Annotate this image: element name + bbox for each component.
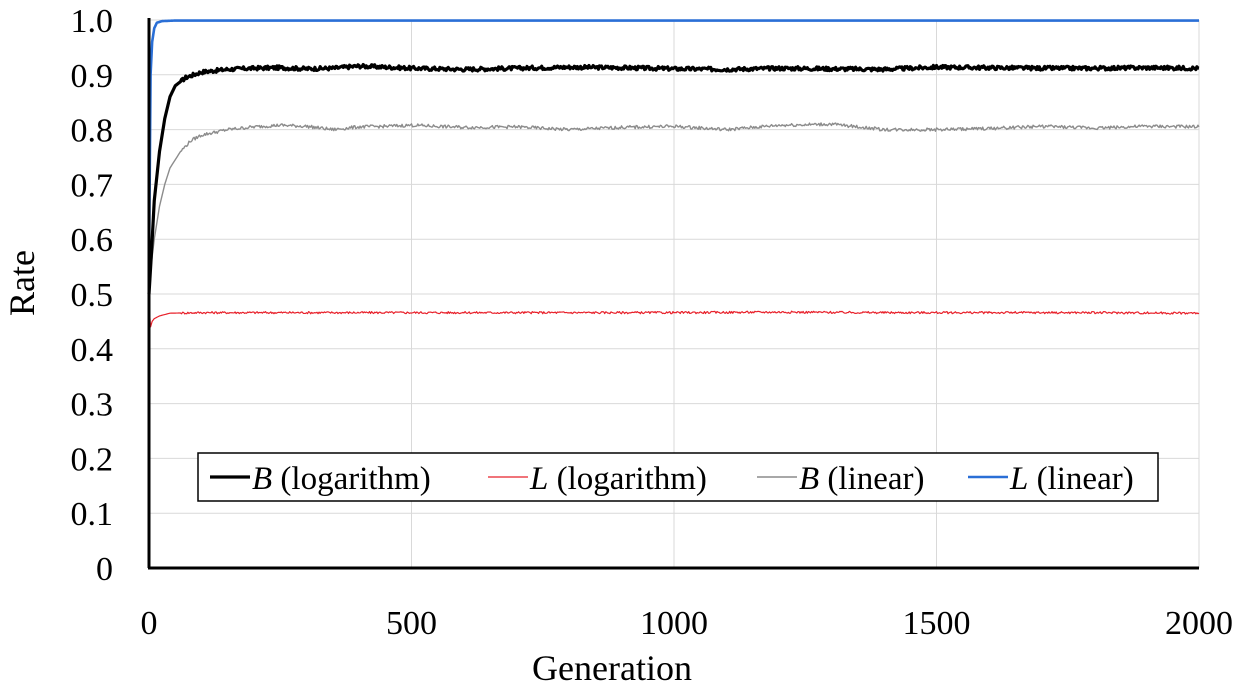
grid-lines <box>149 19 1200 568</box>
x-tick-label: 0 <box>141 605 158 642</box>
y-axis-title: Rate <box>2 250 42 316</box>
y-tick-label: 0.3 <box>71 387 114 424</box>
axes <box>147 18 1199 570</box>
y-tick-label: 0.8 <box>71 113 114 150</box>
legend: B (logarithm) L (logarithm) B (linear) L (l… <box>197 452 1159 502</box>
series-layer <box>147 19 1200 328</box>
legend-label: L (linear) <box>1009 461 1134 497</box>
x-tick-label: 500 <box>386 605 437 642</box>
y-tick-labels: 0 0.1 0.2 0.3 0.4 0.5 0.6 0.7 0.8 0.9 1.0 <box>71 3 114 588</box>
y-tick-label: 0.1 <box>71 496 114 533</box>
legend-label: B (linear) <box>799 461 925 497</box>
x-axis-title: Generation <box>532 648 692 688</box>
y-tick-label: 0.2 <box>71 441 114 478</box>
series-line-b-logarithm <box>147 62 1200 295</box>
series-line-l-linear <box>147 19 1200 267</box>
y-tick-label: 0.6 <box>71 222 114 259</box>
x-tick-label: 1000 <box>640 605 708 642</box>
y-tick-label: 0.7 <box>71 167 114 204</box>
y-tick-label: 1.0 <box>71 3 114 40</box>
legend-label: L (logarithm) <box>529 461 707 497</box>
y-tick-label: 0.9 <box>71 58 114 95</box>
y-tick-label: 0.5 <box>71 277 114 314</box>
x-tick-label: 1500 <box>903 605 971 642</box>
x-tick-labels: 0 500 1000 1500 2000 <box>141 605 1234 642</box>
series-line-b-linear <box>148 122 1200 295</box>
y-tick-label: 0.4 <box>71 332 114 369</box>
x-tick-label: 2000 <box>1165 605 1233 642</box>
y-tick-label: 0 <box>96 551 113 588</box>
legend-label: B (logarithm) <box>252 461 431 497</box>
series-line-l-logarithm <box>148 304 1200 328</box>
